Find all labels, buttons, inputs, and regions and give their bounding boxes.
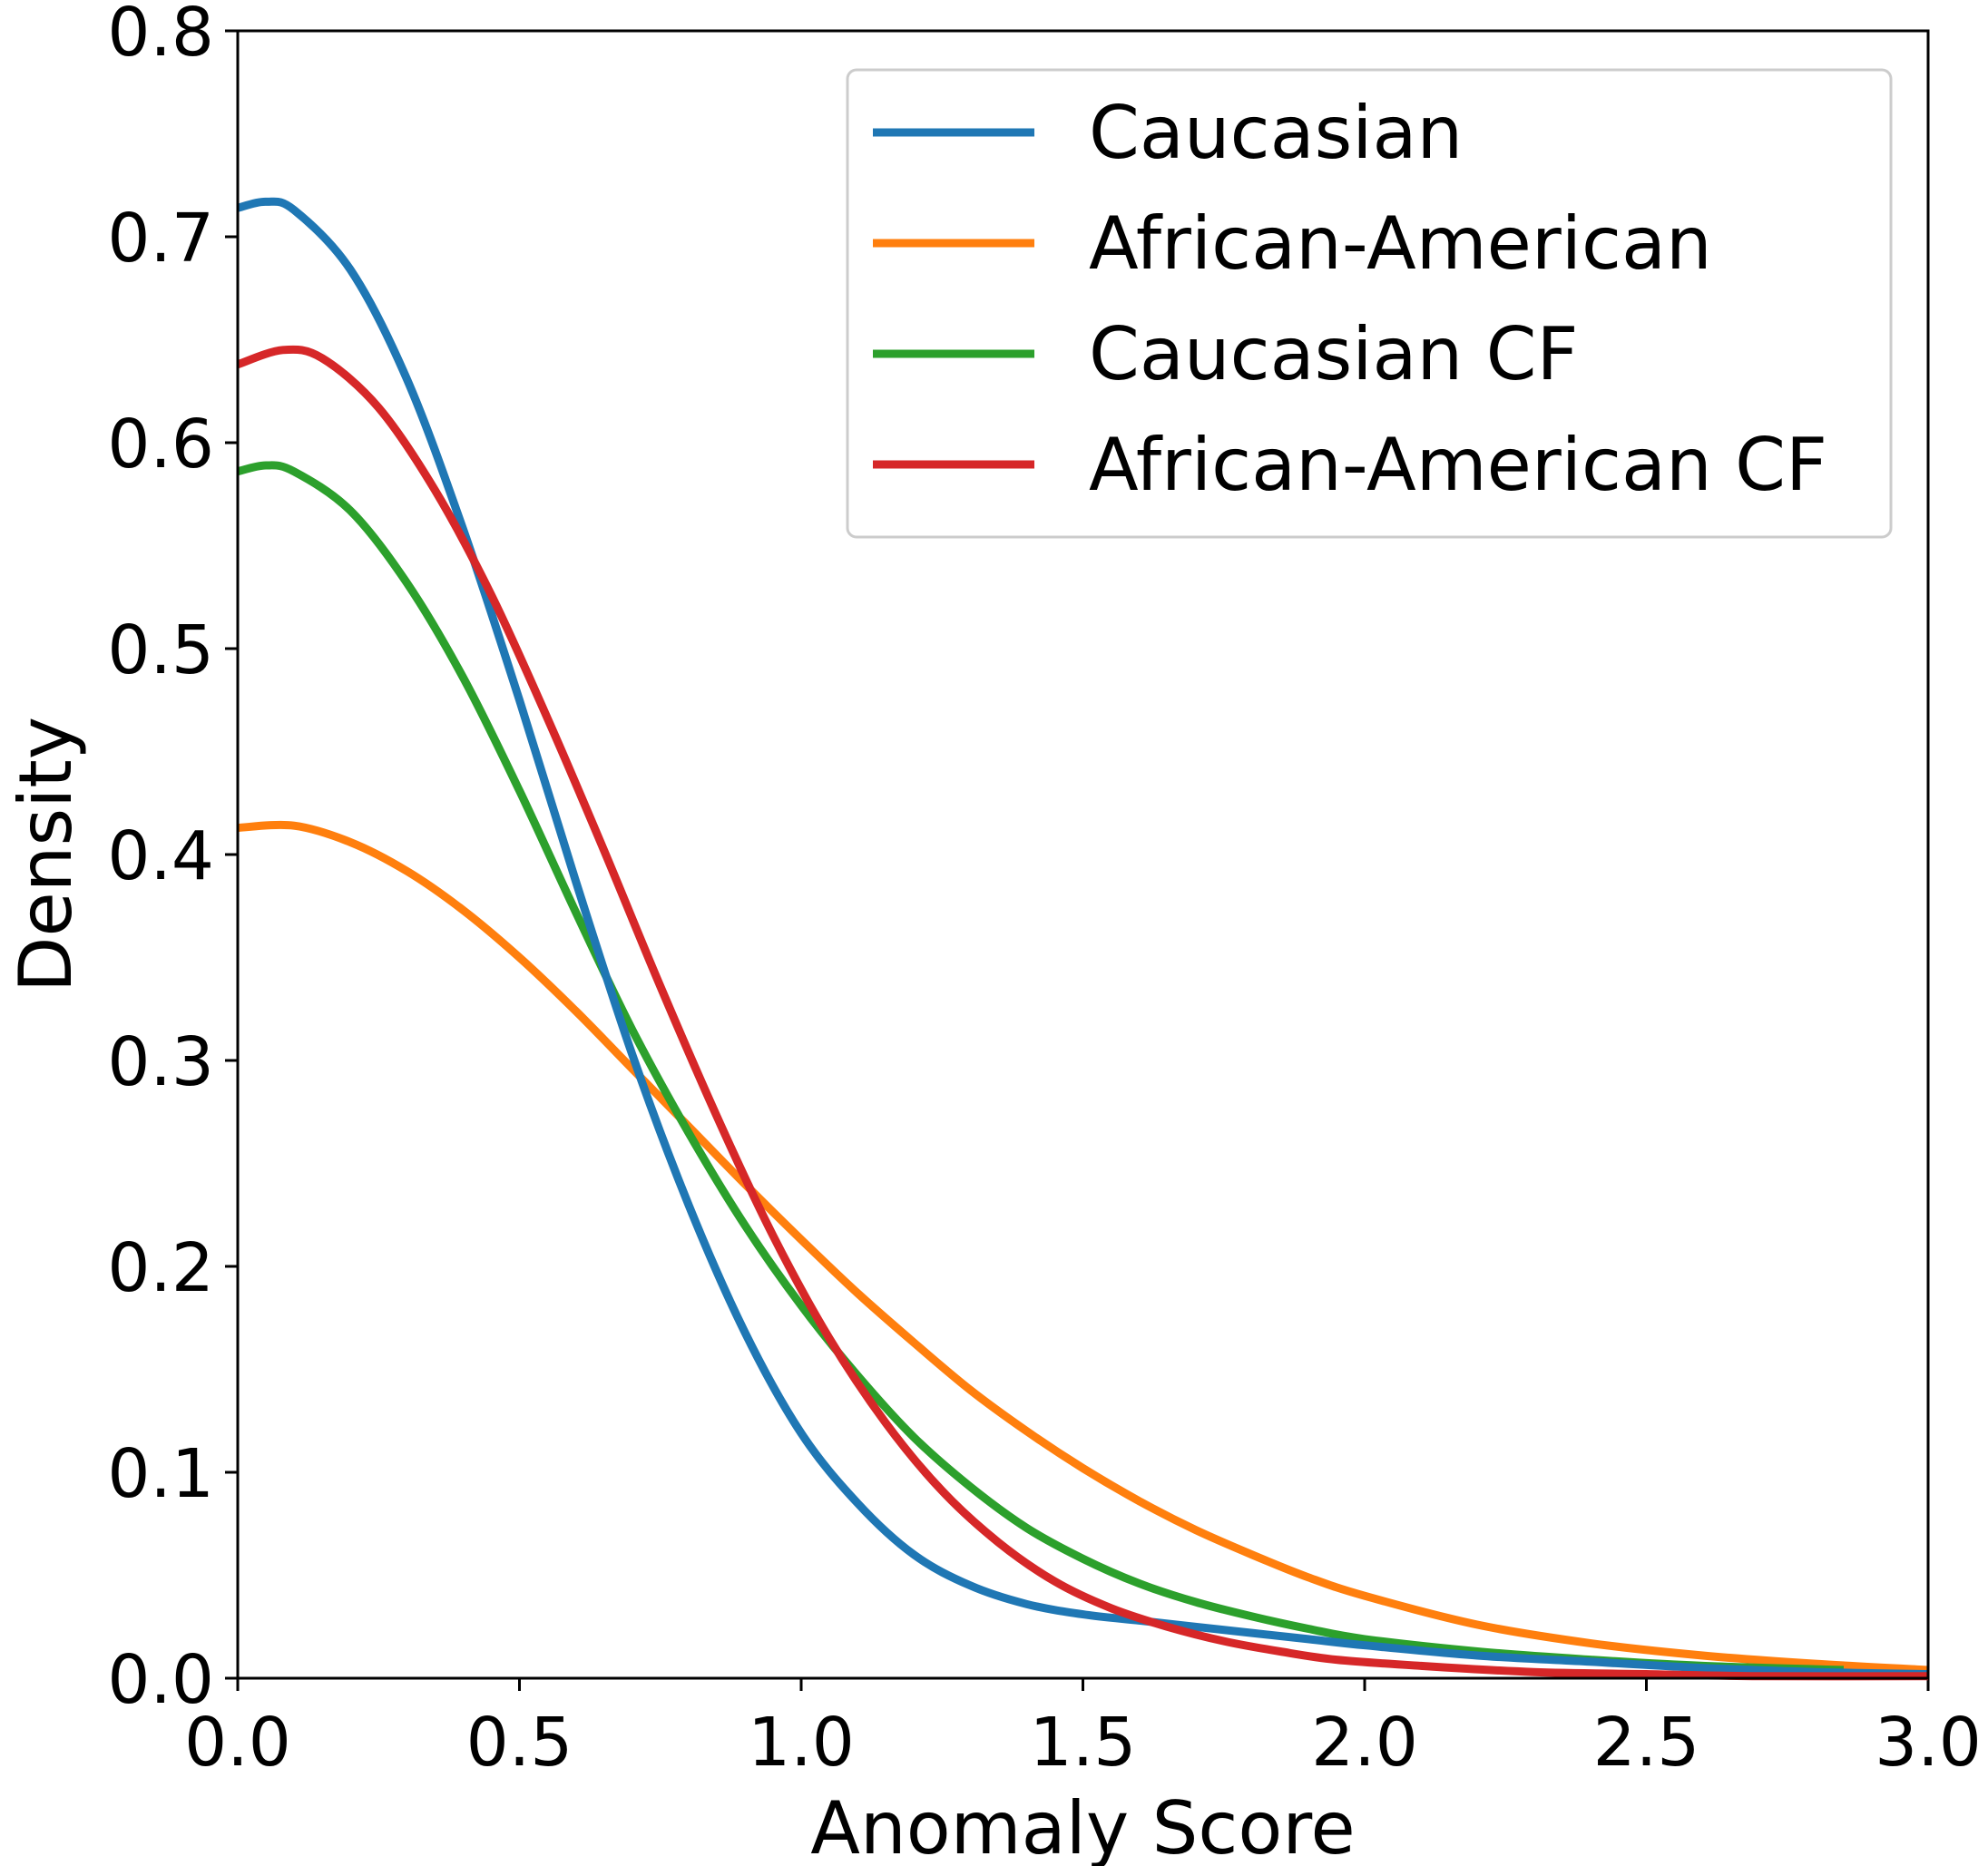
x-tick-label: 2.0 — [1311, 1704, 1418, 1782]
axis-ticks — [225, 29, 1930, 1691]
y-tick-label: 0.7 — [107, 200, 214, 278]
y-tick-label: 0.2 — [107, 1229, 214, 1307]
x-tick-label: 1.0 — [748, 1704, 855, 1782]
legend-label-caucasian-cf: Caucasian CF — [1089, 312, 1579, 396]
x-tick-label: 1.5 — [1030, 1704, 1137, 1782]
tick-labels: 0.0 0.5 1.0 1.5 2.0 2.5 3.0 0.0 0.1 0.2 0.3 0.4 0.5 0… — [107, 0, 1982, 1782]
y-tick-label: 0.6 — [107, 405, 214, 484]
plot-area-lines — [236, 197, 1929, 1681]
legend-box — [846, 68, 1893, 539]
axes-frame — [236, 29, 1930, 1680]
legend-label-african-american-cf: African-American CF — [1089, 423, 1827, 507]
series-line-caucasian — [236, 197, 1929, 1678]
y-tick-label: 0.0 — [107, 1641, 214, 1719]
legend-label-african-american: African-American — [1089, 201, 1712, 286]
series-line-african-american-cf — [236, 345, 1929, 1681]
legend: Caucasian African-American Caucasian CF Afr… — [846, 68, 1893, 539]
legend-label-caucasian: Caucasian — [1089, 91, 1463, 175]
y-tick-label: 0.5 — [107, 611, 214, 689]
y-axis-title: Density — [4, 717, 88, 992]
x-tick-label: 3.0 — [1875, 1704, 1982, 1782]
x-tick-label: 0.5 — [466, 1704, 573, 1782]
y-tick-label: 0.4 — [107, 817, 214, 895]
x-tick-label: 2.5 — [1593, 1704, 1700, 1782]
y-tick-label: 0.8 — [107, 0, 214, 72]
series-line-caucasian-cf — [236, 461, 1845, 1675]
x-axis-title: Anomaly Score — [810, 1786, 1355, 1866]
y-tick-label: 0.1 — [107, 1435, 214, 1513]
series-line-african-american — [237, 820, 1929, 1675]
y-tick-label: 0.3 — [107, 1023, 214, 1101]
x-tick-label: 0.0 — [184, 1704, 291, 1782]
